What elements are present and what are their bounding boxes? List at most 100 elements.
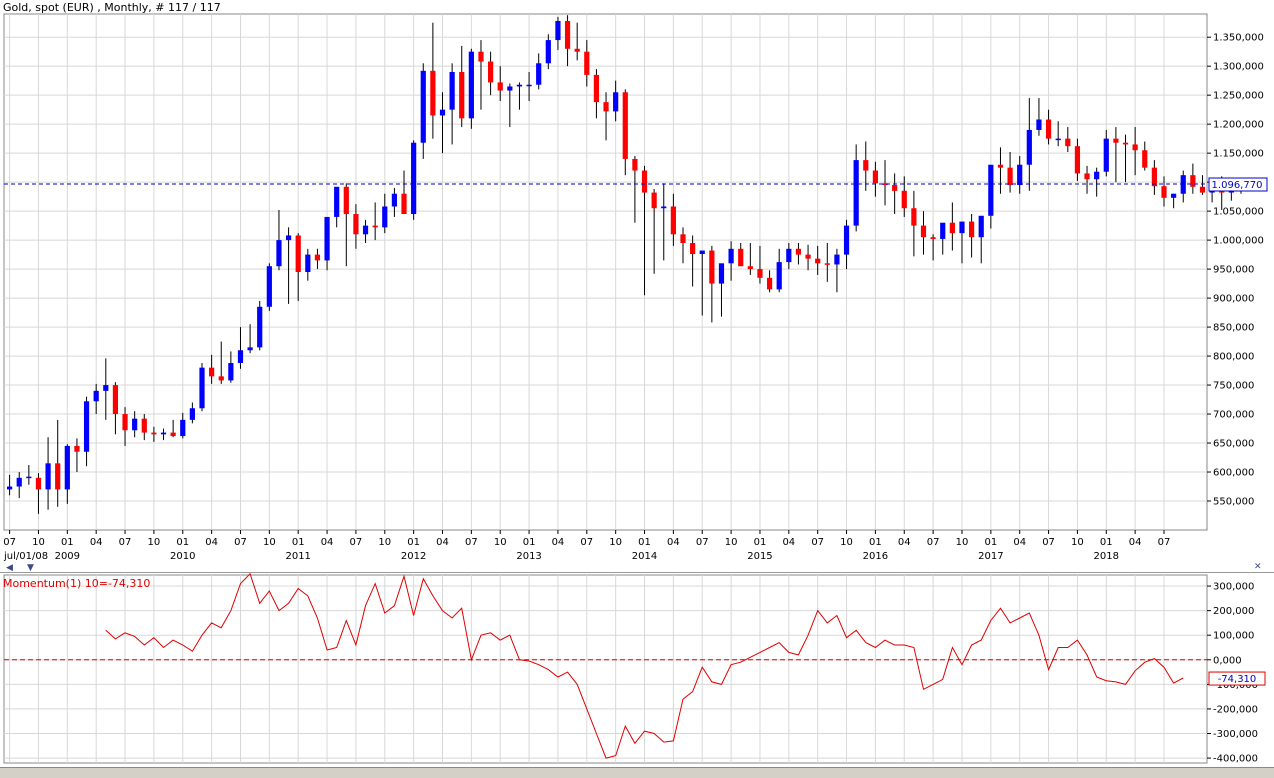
candle-body [324, 216, 330, 261]
candle-body [295, 235, 301, 272]
y-tick-label: 750,000 [1213, 381, 1254, 392]
x-tick-label: 10 [263, 537, 276, 548]
x-year-label: 2013 [516, 551, 541, 562]
candle-body [420, 70, 426, 143]
candle-body [112, 385, 119, 415]
candle-body [1151, 167, 1157, 187]
x-tick-label: 04 [552, 537, 565, 548]
candle-body [1113, 138, 1119, 143]
candle-body [103, 385, 109, 391]
x-tick-label: 10 [494, 537, 507, 548]
candle-body [1026, 129, 1032, 165]
candle-body [632, 158, 638, 171]
candle-body [651, 192, 657, 209]
candle-body [257, 306, 263, 348]
x-tick-label: 07 [465, 537, 478, 548]
candle-body [16, 477, 22, 487]
scroll-down-icon[interactable]: ▼ [27, 563, 34, 573]
candle-body [613, 92, 619, 112]
x-tick-label: 04 [205, 537, 218, 548]
candle-body [64, 445, 70, 490]
x-tick-label: 01 [292, 537, 305, 548]
candle-body [988, 164, 994, 216]
candle-body [882, 183, 888, 186]
candle-body [699, 250, 705, 255]
momentum-pane[interactable]: 300,000200,000100,0000,000-100,000-200,0… [0, 572, 1274, 768]
candle-body [892, 185, 898, 191]
candle-body [160, 432, 167, 435]
candle-body [1190, 175, 1196, 187]
candle-body [74, 445, 80, 452]
close-pane-icon[interactable]: ✕ [1254, 562, 1262, 572]
candle-body [199, 367, 205, 409]
candle-body [853, 160, 859, 226]
candle-body [382, 206, 388, 228]
candle-body [574, 48, 580, 52]
candle-body [180, 419, 186, 437]
y-tick-label: 650,000 [1213, 439, 1254, 450]
candle-body [209, 367, 215, 377]
y-tick-label: 850,000 [1213, 323, 1254, 334]
candle-body [430, 70, 436, 116]
candle-body [863, 160, 869, 171]
scroll-left-icon[interactable]: ◀ [6, 563, 13, 573]
candle-body [93, 390, 99, 402]
x-tick-label: 07 [119, 537, 132, 548]
y-tick-label: 1.150,000 [1213, 149, 1264, 160]
candle-body [901, 190, 907, 209]
candle-body [680, 234, 686, 244]
candle-body [1122, 142, 1129, 145]
candle-body [690, 243, 696, 255]
candle-body [1161, 186, 1167, 198]
x-tick-label: 10 [956, 537, 969, 548]
candle-body [1045, 119, 1052, 139]
x-tick-label: 07 [1158, 537, 1171, 548]
candle-body [516, 84, 523, 87]
candle-body [1017, 164, 1023, 186]
candle-body [738, 248, 744, 267]
x-year-label: 2009 [55, 551, 80, 562]
x-tick-label: 04 [898, 537, 911, 548]
x-tick-label: 07 [350, 537, 363, 548]
candle-body [228, 363, 234, 381]
candle-body [45, 463, 51, 490]
x-tick-label: 10 [840, 537, 853, 548]
candle-body [439, 109, 446, 116]
candle-body [1171, 193, 1177, 198]
x-tick-label: 04 [436, 537, 449, 548]
candle-body [940, 222, 946, 239]
candle-body [661, 206, 667, 209]
momentum-plot-area [3, 574, 1208, 764]
x-tick-label: 04 [782, 537, 795, 548]
candle-body [1199, 186, 1206, 193]
candle-body [641, 170, 648, 193]
last-price-box [1208, 177, 1268, 192]
candle-body [468, 51, 474, 119]
candle-body [362, 225, 369, 235]
candle-body [1084, 173, 1090, 180]
x-tick-label: 07 [1042, 537, 1055, 548]
candle-body [959, 221, 965, 234]
candle-body [488, 61, 494, 83]
candle-body [334, 186, 340, 217]
momentum-y-tick-label: -300,000 [1213, 729, 1258, 740]
y-tick-label: 1.050,000 [1213, 207, 1264, 218]
x-tick-label: 01 [1100, 537, 1113, 548]
candle-body [1007, 167, 1013, 186]
x-year-label: 2014 [632, 551, 657, 562]
x-tick-label: 01 [754, 537, 767, 548]
momentum-chart[interactable]: 300,000200,000100,0000,000-100,000-200,0… [0, 572, 1274, 768]
x-tick-label: 10 [725, 537, 738, 548]
candlestick-chart[interactable]: 550,000 600,000 650,000 700,000 750,000 800,0… [0, 0, 1274, 572]
momentum-last-value-box [1208, 671, 1266, 686]
x-tick-label: 01 [176, 537, 189, 548]
price-chart-pane[interactable]: Gold, spot (EUR) , Monthly, # 117 / 117 … [0, 0, 1274, 573]
y-tick-label: 1.200,000 [1213, 120, 1264, 131]
momentum-title: Momentum(1) 10=-74,310 [3, 577, 151, 590]
candle-body [757, 269, 763, 278]
candle-body [401, 193, 407, 215]
momentum-y-tick-label: 100,000 [1213, 631, 1254, 642]
candle-body [728, 248, 734, 264]
x-tick-label: 10 [32, 537, 45, 548]
candle-body [343, 186, 349, 215]
